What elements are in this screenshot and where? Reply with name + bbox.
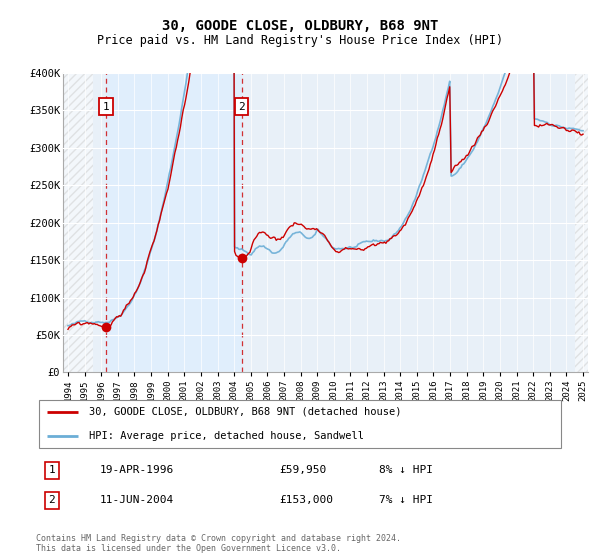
- Text: Contains HM Land Registry data © Crown copyright and database right 2024.
This d: Contains HM Land Registry data © Crown c…: [36, 534, 401, 553]
- Text: £153,000: £153,000: [279, 496, 333, 506]
- Text: 2: 2: [238, 101, 245, 111]
- Text: Price paid vs. HM Land Registry's House Price Index (HPI): Price paid vs. HM Land Registry's House …: [97, 34, 503, 46]
- Text: 30, GOODE CLOSE, OLDBURY, B68 9NT (detached house): 30, GOODE CLOSE, OLDBURY, B68 9NT (detac…: [89, 407, 401, 417]
- Text: £59,950: £59,950: [279, 465, 326, 475]
- Text: 30, GOODE CLOSE, OLDBURY, B68 9NT: 30, GOODE CLOSE, OLDBURY, B68 9NT: [162, 19, 438, 33]
- Bar: [106, 73, 242, 372]
- Text: 2: 2: [49, 496, 55, 506]
- Text: 1: 1: [49, 465, 55, 475]
- Text: 7% ↓ HPI: 7% ↓ HPI: [379, 496, 433, 506]
- Text: 8% ↓ HPI: 8% ↓ HPI: [379, 465, 433, 475]
- Text: 19-APR-1996: 19-APR-1996: [100, 465, 173, 475]
- Text: 11-JUN-2004: 11-JUN-2004: [100, 496, 173, 506]
- FancyBboxPatch shape: [38, 400, 562, 448]
- Text: 1: 1: [103, 101, 110, 111]
- Text: HPI: Average price, detached house, Sandwell: HPI: Average price, detached house, Sand…: [89, 431, 364, 441]
